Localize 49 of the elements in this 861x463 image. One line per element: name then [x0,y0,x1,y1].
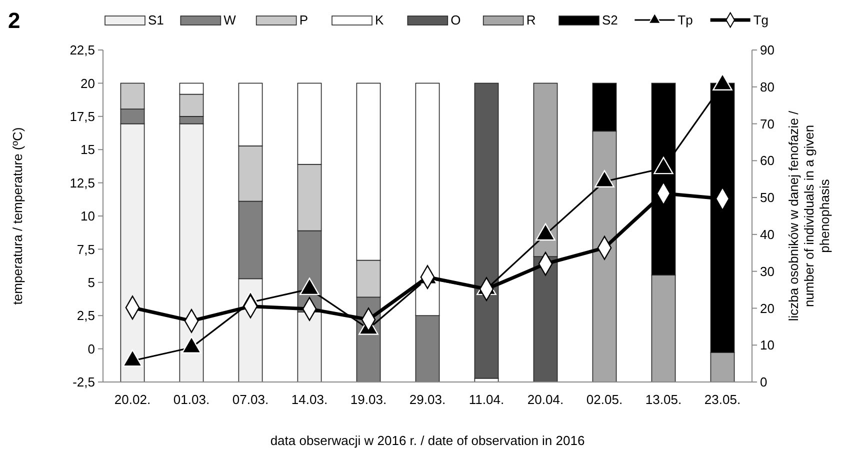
legend-label: P [299,12,308,28]
y-tick-label: 12,5 [70,175,95,190]
x-tick-label: 07.03. [232,392,269,407]
y-tick-label: 7,5 [76,242,95,257]
point [654,156,674,174]
y-tick-label: 5 [88,274,95,290]
legend-label: O [450,12,461,28]
y-tick-label: 20 [80,76,95,91]
y-tick-label: 2,5 [76,308,95,324]
x-axis-title: data obserwacji w 2016 r. / date of observation in 2016 [270,433,585,448]
point [712,73,732,90]
y2-tick-label: 80 [760,79,774,94]
x-tick-label: 19.03. [350,392,387,407]
legend-label: R [526,12,536,28]
legend-label: W [224,12,237,28]
y-tick-label: 0 [88,341,95,356]
y-tick-label: 10 [80,208,95,224]
y2-tick-label: 0 [760,374,768,390]
y2-tick-label: 50 [760,190,774,206]
bar [474,82,499,379]
y-tick-label: 17,5 [70,108,95,124]
x-tick-label: 13.05. [645,392,682,407]
y2-axis-title: liczba osobników w danej fenofazie / number of individuals in a given phenophasis [786,110,832,322]
y2-tick-label: 30 [760,264,774,279]
y2-tick-label: 60 [760,153,774,168]
x-tick-label: 02.05. [586,392,623,407]
x-tick-label: 14.03. [291,392,328,407]
y-tick-label: -2,5 [72,374,95,390]
legend-label: Tp [678,12,693,28]
x-tick-label: 11.04. [468,392,504,407]
x-tick-label: 20.04. [527,392,564,407]
chart-title: 2 [8,8,20,33]
y2-tick-label: 10 [760,338,774,353]
y2-tick-label: 40 [760,226,774,242]
legend-label: S2 [602,12,618,28]
x-tick-label: 01.03. [173,392,210,407]
y-axis-title: temperatura / temperature (ºC) [10,127,25,305]
y-tick-label: 15 [80,142,95,158]
x-tick-label: 29.03. [409,392,446,407]
y2-tick-label: 20 [760,300,774,316]
x-tick-label: 20.02. [114,392,151,407]
y-tick-label: 22,5 [70,42,95,58]
point [594,170,614,188]
x-tick-label: 23.05. [704,392,741,407]
y2-tick-label: 70 [760,116,774,132]
legend-label: S1 [148,12,164,28]
legend-label: K [375,12,384,28]
legend-label: Tg [753,12,769,28]
y2-tick-label: 90 [760,42,774,58]
